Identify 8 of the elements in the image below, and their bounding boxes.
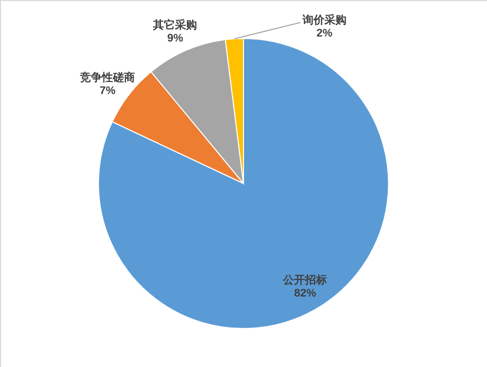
slice-label: 竞争性磋商 — [79, 71, 136, 84]
data-label: 9% — [167, 32, 184, 45]
slice-label: 公开招标 — [282, 274, 328, 287]
data-label: 7% — [100, 85, 116, 98]
data-label: 2% — [316, 27, 333, 40]
slice-label: 询价采购 — [301, 13, 346, 26]
data-label: 82% — [294, 288, 316, 300]
slice-label: 其它采购 — [152, 18, 198, 32]
